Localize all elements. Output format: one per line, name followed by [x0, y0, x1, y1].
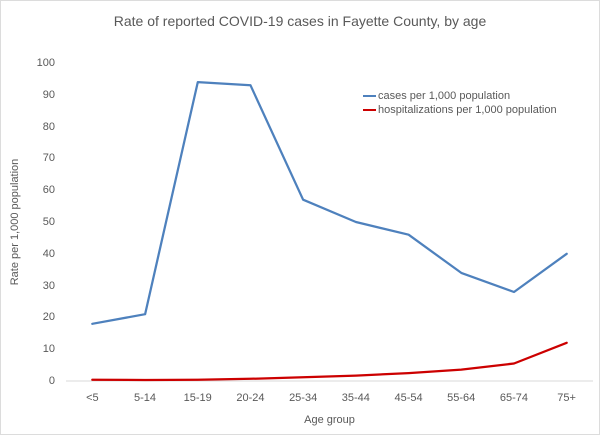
legend-label: hospitalizations per 1,000 population: [378, 104, 557, 116]
x-tick-label: 75+: [557, 392, 576, 404]
y-tick-label: 30: [42, 279, 55, 292]
x-axis-title: Age group: [304, 414, 355, 426]
x-tick-label: 35-44: [341, 392, 370, 404]
legend-entry: hospitalizations per 1,000 population: [363, 103, 557, 117]
y-tick-label: 70: [42, 152, 55, 165]
y-tick-label: 60: [42, 184, 55, 197]
y-tick-label: 50: [42, 216, 55, 228]
legend-label: cases per 1,000 population: [378, 90, 511, 102]
y-tick-label: 90: [42, 88, 55, 101]
y-axis-title: Rate per 1,000 population: [9, 158, 21, 286]
y-tick-label: 20: [42, 311, 55, 324]
legend: cases per 1,000 population hospitalizatio…: [363, 89, 557, 117]
x-tick-label: 25-34: [289, 392, 318, 404]
chart-title: Rate of reported COVID-19 cases in Fayet…: [113, 13, 487, 29]
y-tick-label: 0: [48, 375, 55, 387]
y-tick-label: 40: [42, 247, 55, 260]
x-tick-label: 20-24: [236, 392, 265, 404]
x-tick-label: 55-64: [447, 392, 476, 404]
cases-legend-swatch: [363, 95, 376, 97]
hospitalizations-legend-swatch: [363, 109, 376, 111]
y-tick-label: 100: [36, 57, 55, 69]
x-tick-label: 15-19: [183, 392, 212, 404]
y-tick-label: 10: [42, 343, 55, 356]
y-tick-label: 80: [42, 120, 55, 133]
hospitalizations-line: [91, 341, 568, 382]
legend-entry: cases per 1,000 population: [363, 89, 557, 103]
x-tick-label: 45-54: [394, 392, 423, 404]
cases-line: [91, 80, 568, 325]
x-tick-label: 65-74: [499, 392, 528, 404]
x-tick-label: <5: [86, 392, 99, 404]
x-tick-label: 5-14: [134, 392, 157, 404]
